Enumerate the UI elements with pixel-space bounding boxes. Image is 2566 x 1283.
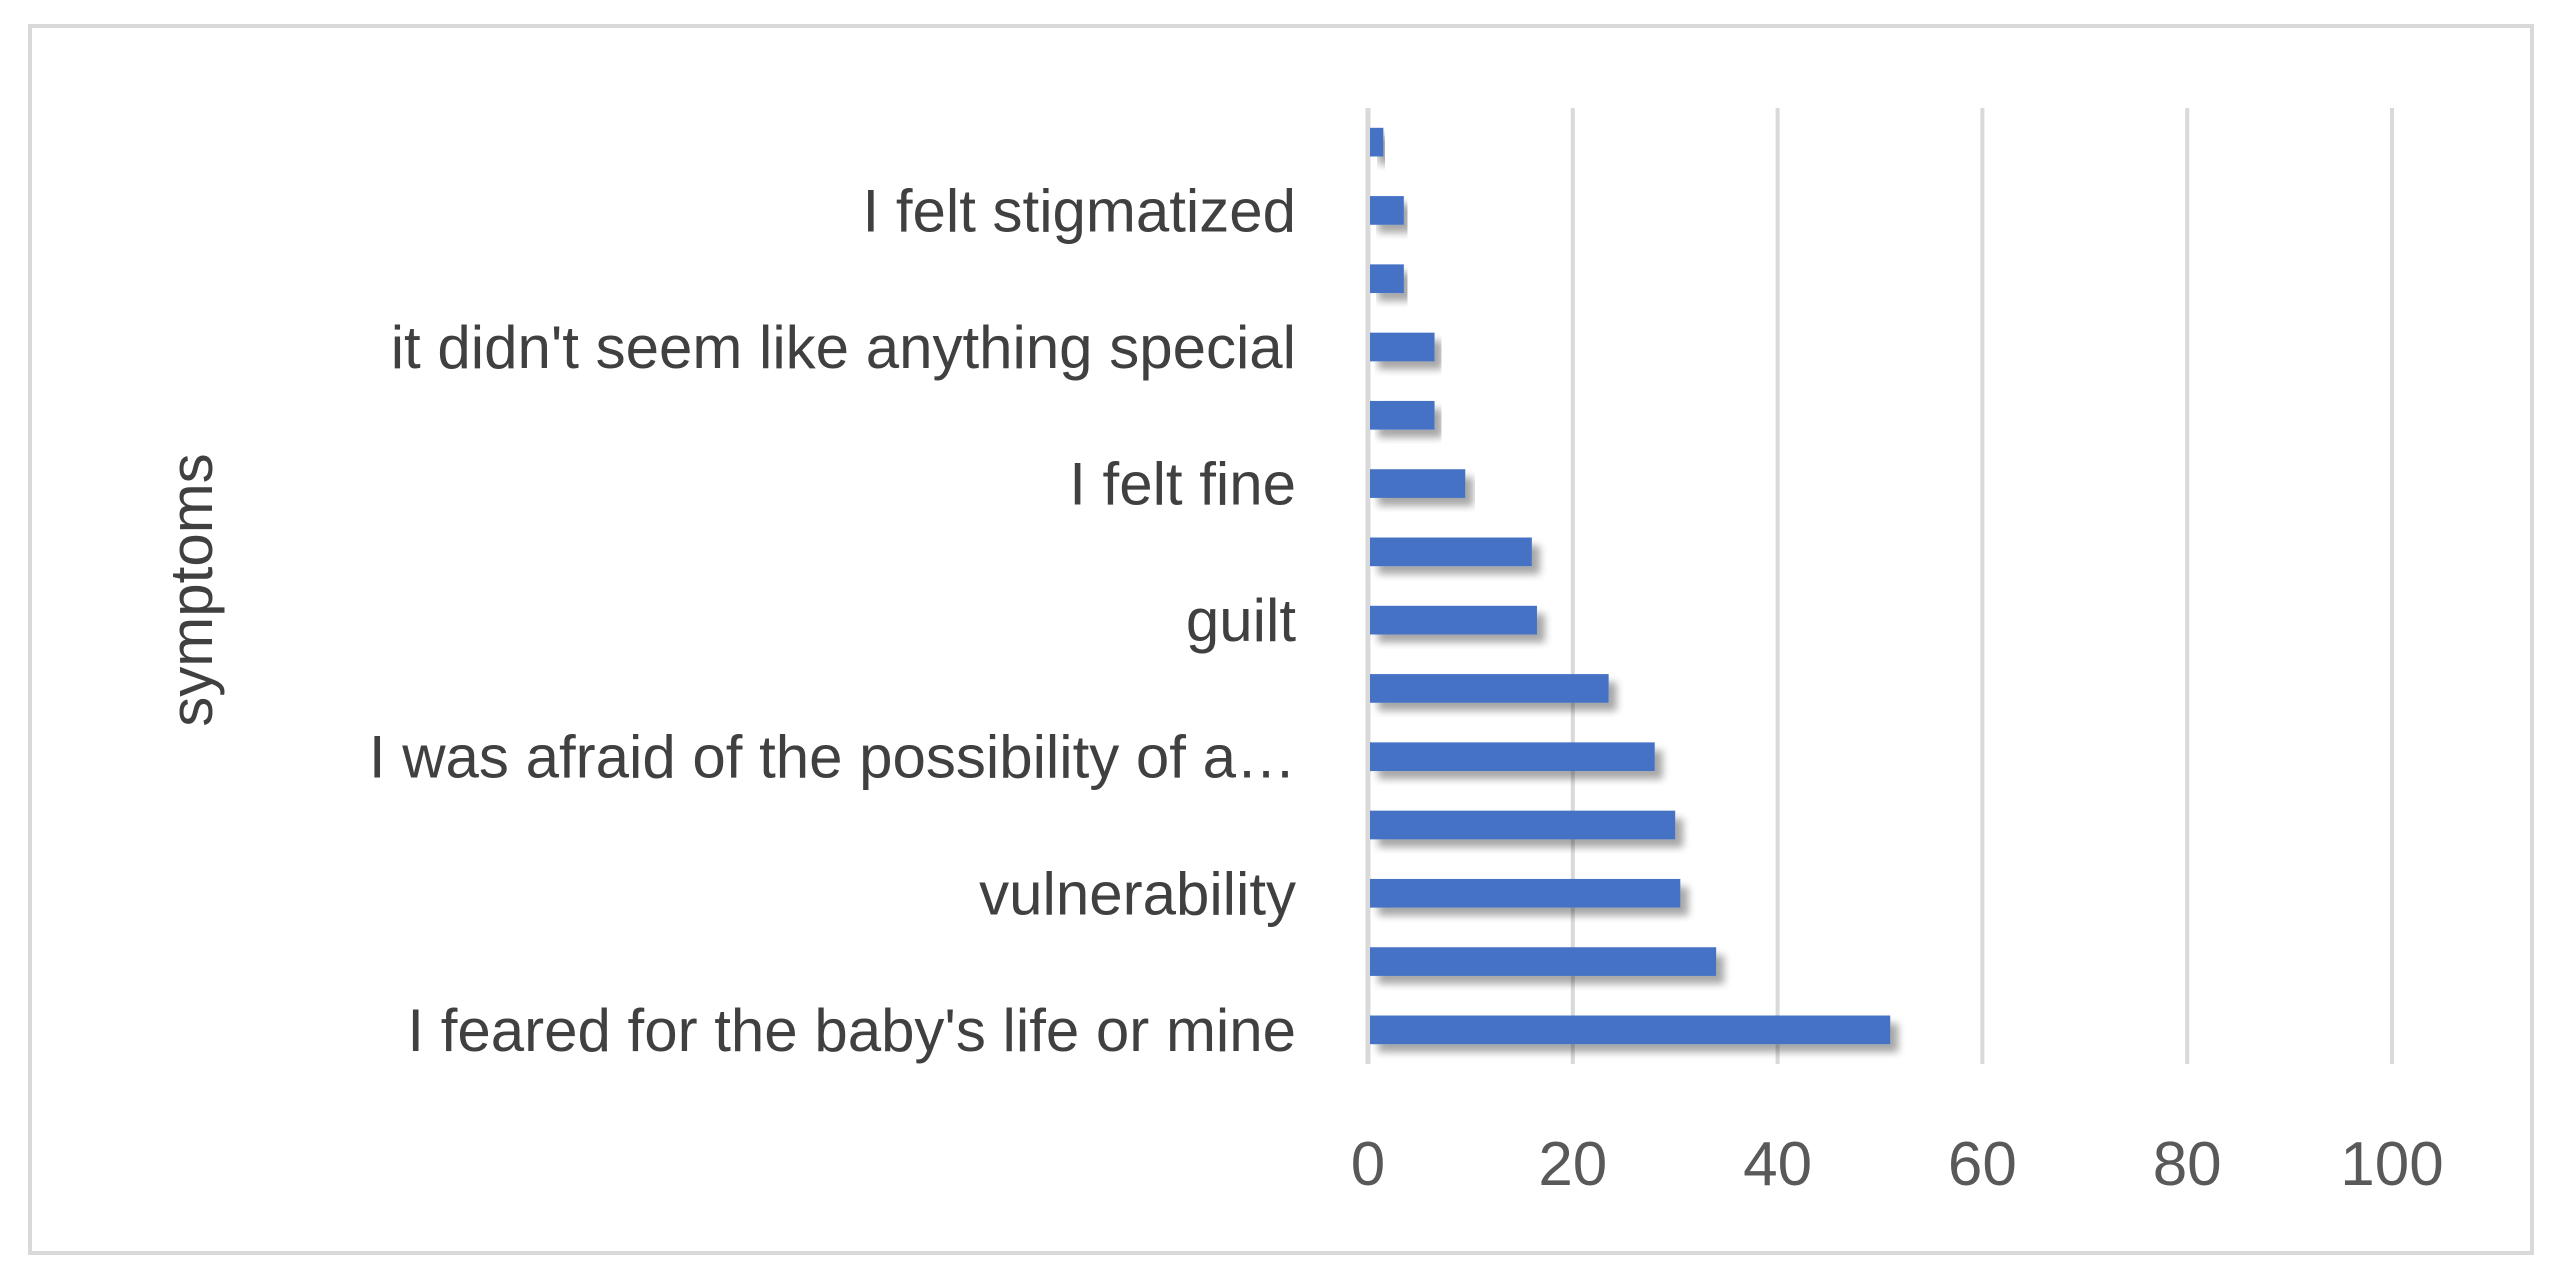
- category-label: I feared for the baby's life or mine: [407, 997, 1296, 1064]
- bar: [1370, 400, 1435, 430]
- category-labels: I feared for the baby's life or mine vuln…: [369, 177, 1296, 1063]
- bar: [1370, 810, 1676, 840]
- category-label: I felt stigmatized: [862, 177, 1296, 244]
- gridlines: [1365, 108, 2394, 1064]
- x-tick-label: 100: [2340, 1130, 2443, 1199]
- bar: [1370, 674, 1609, 703]
- x-tick-label: 0: [1351, 1130, 1385, 1199]
- category-label: it didn't seem like anything special: [391, 314, 1296, 381]
- x-tick-label: 80: [2153, 1130, 2222, 1199]
- bar: [1370, 196, 1404, 225]
- bar: [1370, 742, 1655, 772]
- bar: [1370, 127, 1384, 157]
- bar: [1370, 947, 1717, 976]
- bar: [1370, 878, 1681, 908]
- bar: [1370, 605, 1537, 635]
- category-label: vulnerability: [979, 860, 1296, 927]
- bar: [1370, 537, 1532, 567]
- x-tick-labels: 0 20 40 60 80 100: [1351, 1130, 2444, 1199]
- bar: [1370, 469, 1466, 498]
- bar: [1370, 1015, 1891, 1045]
- y-axis-title: symptoms: [158, 453, 225, 726]
- category-label: guilt: [1186, 587, 1296, 654]
- bars: [1370, 127, 1891, 1045]
- bar: [1370, 264, 1404, 294]
- x-tick-label: 60: [1948, 1130, 2017, 1199]
- chart-frame: [28, 24, 2534, 1255]
- category-label: I was afraid of the possibility of a…: [369, 724, 1296, 791]
- x-tick-label: 20: [1538, 1130, 1607, 1199]
- category-label: I felt fine: [1069, 451, 1296, 518]
- x-tick-label: 40: [1743, 1130, 1812, 1199]
- bar: [1370, 332, 1435, 362]
